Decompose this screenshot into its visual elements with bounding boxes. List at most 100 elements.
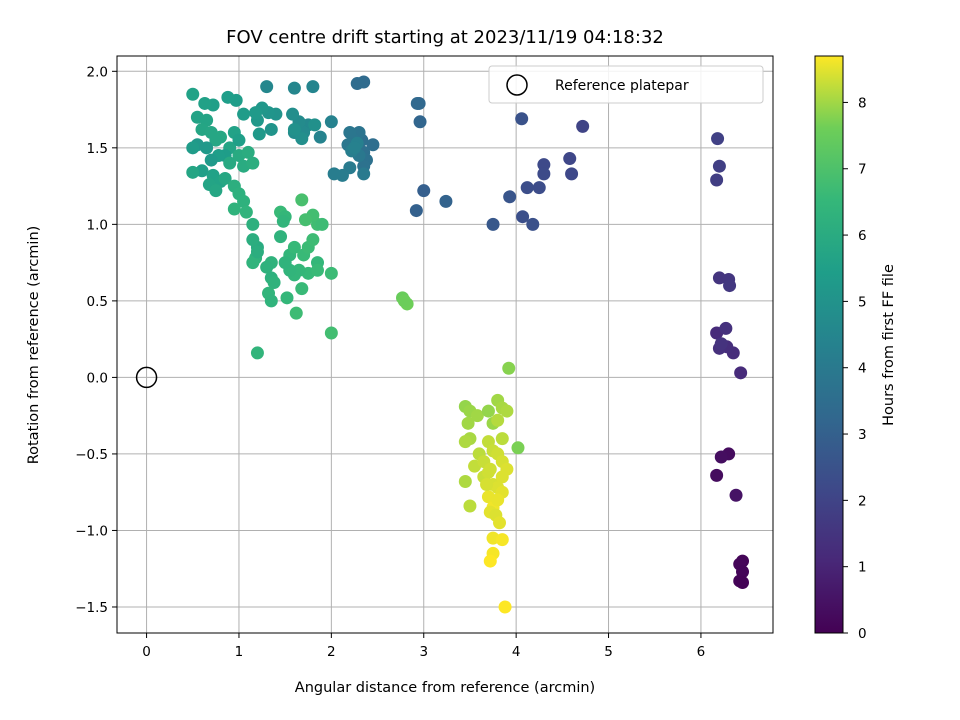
data-point <box>409 204 423 218</box>
data-point <box>249 106 263 120</box>
data-point <box>241 145 255 159</box>
y-tick-label: −0.5 <box>75 447 108 463</box>
data-point <box>463 499 477 513</box>
colorbar-tick-label: 2 <box>858 493 867 509</box>
colorbar-tick-label: 3 <box>858 427 867 443</box>
data-point <box>267 276 281 290</box>
data-point <box>306 80 320 94</box>
x-axis-ticks: 0 1 2 3 4 5 6 <box>142 633 705 660</box>
data-point <box>350 77 364 91</box>
data-point <box>729 488 743 502</box>
data-point <box>470 409 484 423</box>
data-point <box>239 205 253 219</box>
data-point <box>324 326 338 340</box>
data-point <box>495 470 509 484</box>
x-tick-label: 4 <box>512 644 521 660</box>
data-point <box>250 245 264 259</box>
data-point <box>495 432 509 446</box>
data-point <box>276 214 290 228</box>
y-axis-label: Rotation from reference (arcmin) <box>26 226 42 465</box>
data-point <box>313 130 327 144</box>
data-point <box>723 279 737 293</box>
data-point <box>306 233 320 247</box>
data-point <box>246 256 260 270</box>
data-point <box>410 96 424 110</box>
x-tick-label: 5 <box>604 644 613 660</box>
y-tick-label: 1.5 <box>87 141 108 157</box>
data-point <box>287 240 301 254</box>
data-point <box>310 263 324 277</box>
colorbar-tick-label: 8 <box>858 95 867 111</box>
data-point <box>516 210 530 224</box>
x-tick-label: 1 <box>235 644 244 660</box>
data-point <box>186 87 200 101</box>
data-point <box>209 133 223 147</box>
data-point <box>502 361 516 375</box>
y-axis-ticks: −1.5 −1.0 −0.5 0.0 0.5 1.0 1.5 2.0 <box>75 64 117 616</box>
legend-marker-icon <box>506 74 528 96</box>
legend-label: Reference platepar <box>555 78 689 94</box>
colorbar-tick-label: 0 <box>858 626 867 642</box>
x-axis-label: Angular distance from reference (arcmin) <box>295 680 595 696</box>
data-point <box>491 493 505 507</box>
data-point <box>565 167 579 181</box>
data-point <box>515 112 529 126</box>
data-point <box>347 141 361 155</box>
grid <box>117 56 773 633</box>
data-point <box>537 167 551 181</box>
data-point <box>324 266 338 280</box>
x-tick-label: 2 <box>327 644 336 660</box>
data-point <box>491 413 505 427</box>
colorbar-tick-label: 4 <box>858 361 867 377</box>
colorbar-tick-label: 6 <box>858 228 867 244</box>
data-point <box>493 516 507 530</box>
data-point <box>264 122 278 136</box>
data-point <box>563 152 577 166</box>
data-point <box>734 366 748 380</box>
data-point <box>246 156 260 170</box>
colorbar <box>814 55 844 634</box>
data-point <box>714 450 728 464</box>
data-point <box>227 202 241 216</box>
data-point <box>520 181 534 195</box>
colorbar-tick-label: 1 <box>858 560 867 576</box>
data-point <box>186 141 200 155</box>
y-tick-label: 0.0 <box>87 370 108 386</box>
data-point <box>186 165 200 179</box>
data-point <box>480 478 494 492</box>
data-point <box>298 213 312 227</box>
data-point <box>246 233 260 247</box>
data-point <box>712 159 726 173</box>
data-point <box>576 119 590 133</box>
data-point <box>710 468 724 482</box>
data-point <box>237 194 251 208</box>
data-point <box>481 404 495 418</box>
data-point <box>280 291 294 305</box>
data-point <box>287 81 301 95</box>
data-point <box>223 156 237 170</box>
data-point <box>204 153 218 167</box>
x-tick-label: 6 <box>697 644 706 660</box>
data-point <box>397 294 411 308</box>
data-point <box>295 282 309 296</box>
plot-frame <box>116 55 774 634</box>
data-point <box>264 294 278 308</box>
data-point <box>315 217 329 231</box>
data-point <box>209 184 223 198</box>
data-point <box>357 167 371 181</box>
x-tick-label: 0 <box>142 644 151 660</box>
data-point <box>461 416 475 430</box>
data-point <box>295 193 309 207</box>
y-tick-label: 0.5 <box>87 294 108 310</box>
colorbar-label: Hours from first FF file <box>881 264 897 426</box>
data-point <box>286 107 300 121</box>
legend-box <box>488 65 764 104</box>
data-point <box>260 80 274 94</box>
reference-platepar-marker <box>135 366 158 389</box>
data-point <box>343 126 357 140</box>
data-point <box>252 127 266 141</box>
x-tick-label: 3 <box>419 644 428 660</box>
data-point <box>295 132 309 146</box>
y-tick-label: 2.0 <box>87 64 108 80</box>
data-point <box>289 306 303 320</box>
